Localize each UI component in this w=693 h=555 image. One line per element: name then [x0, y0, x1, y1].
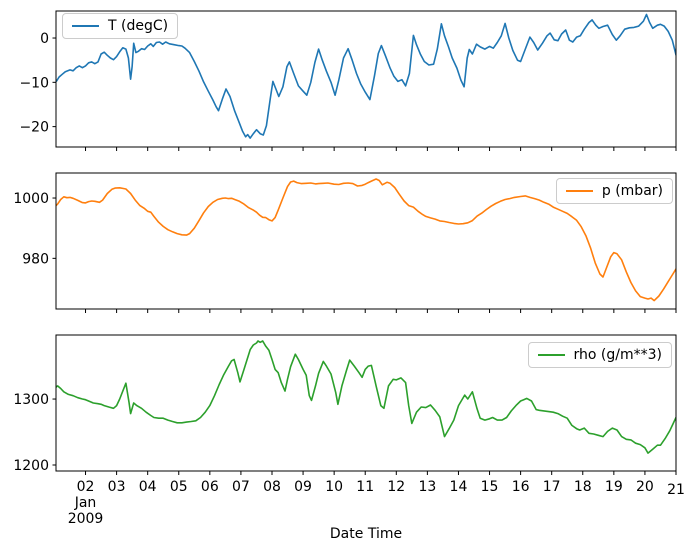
x-tick-label: 06 — [201, 479, 219, 495]
x-tick-label: 04 — [139, 479, 157, 495]
x-tick-label: 05 — [170, 479, 188, 495]
y-tick-label: 1200 — [13, 458, 49, 474]
legend-line-swatch-temperature — [72, 25, 99, 27]
series-line-density — [56, 340, 676, 454]
x-tick-label: 15 — [481, 479, 499, 495]
legend-label-temperature: T (degC) — [108, 18, 169, 34]
x-tick-label: 13 — [418, 479, 436, 495]
y-tick-label: 0 — [40, 31, 49, 47]
x-tick-label: 20 — [636, 479, 654, 495]
x-tick-label: 07 — [232, 479, 250, 495]
legend-density: rho (g/m**3) — [527, 342, 672, 368]
legend-label-pressure: p (mbar) — [601, 183, 663, 199]
x-tick-label: 08 — [263, 479, 281, 495]
legend-pressure: p (mbar) — [555, 178, 673, 204]
x-tick-label: 19 — [605, 479, 623, 495]
legend-temperature: T (degC) — [62, 13, 179, 39]
x-tick-label: 11 — [356, 479, 374, 495]
legend-line-swatch-density — [537, 354, 565, 356]
x-tick-label: 17 — [543, 479, 561, 495]
x-tick-label: 12 — [387, 479, 405, 495]
x-axis-title: Date Time — [329, 526, 403, 542]
x-tick-month-label: Jan — [74, 495, 97, 511]
x-tick-label: 21 — [667, 482, 685, 498]
x-tick-label: 14 — [450, 479, 468, 495]
y-tick-label: 1300 — [13, 392, 49, 408]
x-tick-label: 18 — [574, 479, 592, 495]
x-tick-year-label: 2009 — [68, 511, 104, 527]
y-tick-label: −10 — [19, 75, 49, 91]
y-tick-label: 1000 — [13, 191, 49, 207]
x-tick-label: 16 — [512, 479, 530, 495]
x-tick-label: 03 — [108, 479, 126, 495]
y-tick-label: 980 — [22, 251, 49, 267]
series-line-pressure — [56, 178, 676, 302]
x-tick-label: 02 — [77, 479, 95, 495]
x-tick-label: 09 — [294, 479, 312, 495]
legend-label-density: rho (g/m**3) — [573, 347, 662, 363]
y-tick-label: −20 — [19, 120, 49, 136]
legend-line-swatch-pressure — [565, 190, 593, 192]
x-tick-label: 10 — [325, 479, 343, 495]
series-line-temperature — [56, 13, 676, 139]
